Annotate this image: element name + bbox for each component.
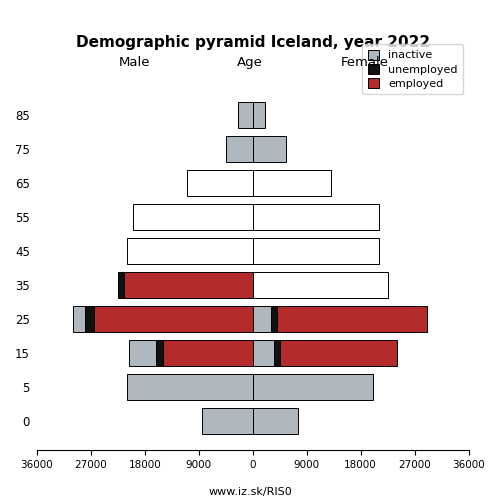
Bar [252, 340, 274, 366]
Bar [156, 340, 163, 366]
Bar [252, 306, 270, 332]
Bar [118, 272, 124, 298]
Bar [124, 272, 252, 298]
Bar [252, 136, 286, 162]
Bar [202, 408, 252, 434]
Bar [252, 102, 264, 128]
Bar [252, 204, 378, 230]
Bar [252, 238, 378, 264]
Bar [238, 102, 252, 128]
Text: Female: Female [341, 56, 389, 69]
Bar [252, 408, 298, 434]
Bar [85, 306, 94, 332]
Bar [226, 136, 252, 162]
Text: Male: Male [120, 56, 151, 69]
Bar [187, 170, 252, 196]
Bar [252, 272, 388, 298]
Bar [276, 306, 426, 332]
Text: Age: Age [237, 56, 263, 69]
Bar [128, 340, 156, 366]
Title: Demographic pyramid Iceland, year 2022: Demographic pyramid Iceland, year 2022 [76, 35, 430, 50]
Text: www.iz.sk/RIS0: www.iz.sk/RIS0 [208, 487, 292, 497]
Bar [127, 374, 252, 400]
Bar [270, 306, 276, 332]
Bar [252, 374, 372, 400]
Bar [274, 340, 280, 366]
Bar [127, 238, 252, 264]
Bar [94, 306, 252, 332]
Bar [252, 170, 330, 196]
Bar [163, 340, 252, 366]
Legend: inactive, unemployed, employed: inactive, unemployed, employed [362, 44, 463, 94]
Bar [73, 306, 85, 332]
Bar [133, 204, 252, 230]
Bar [280, 340, 396, 366]
